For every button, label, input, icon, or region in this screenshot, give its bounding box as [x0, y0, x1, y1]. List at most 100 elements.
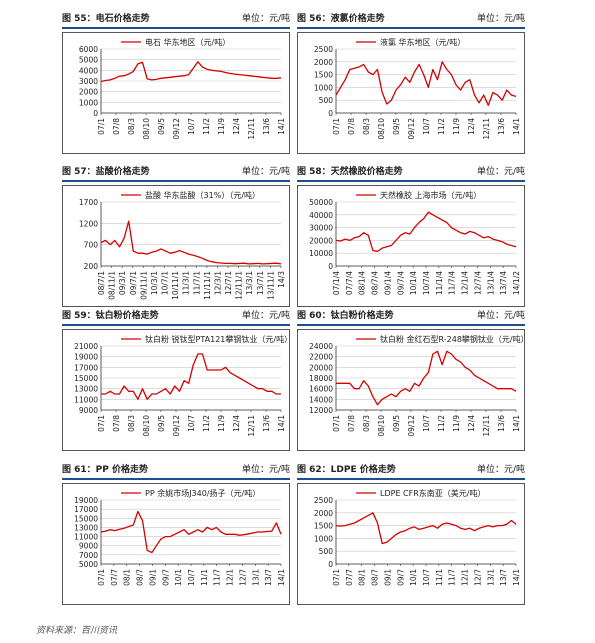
- legend: 液氯 华东地区（元/吨）: [356, 37, 465, 47]
- x-tick-label: 10/3/1: [150, 271, 159, 295]
- x-tick-label: 09/12: [172, 118, 181, 140]
- figure-header: 图 55：电石价格走势 单位：元/吨: [62, 12, 290, 29]
- x-tick-label: 12/4: [232, 118, 241, 135]
- x-tick-label: 10/7/4: [422, 271, 431, 295]
- figure-unit: 单位：元/吨: [241, 14, 290, 24]
- y-tick-label: 1000: [314, 534, 333, 543]
- line-chart: 盐酸 华东盐酸（31%）（元/吨） 200 700 1200 1700 08/7/1 08/…: [79, 190, 286, 300]
- y-tick-label: 13000: [74, 385, 98, 394]
- y-tick-label: 12000: [309, 406, 333, 415]
- y-tick-label: 11000: [74, 533, 98, 542]
- chart-frame: 钛白粉 锐钛型PTA121攀钢钛业（元/吨） 9000 11000 13000 1500…: [62, 329, 292, 451]
- x-tick-label: 09/5: [157, 118, 166, 135]
- x-tick-label: 14/1: [512, 415, 521, 432]
- x-tick-label: 13/6: [262, 118, 271, 135]
- x-tick-label: 08/1/4: [358, 271, 367, 295]
- x-tick-label: 11/3/1: [182, 271, 191, 295]
- x-tick-label: 13/1: [486, 569, 495, 586]
- x-tick-label: 11/9: [217, 118, 226, 135]
- x-tick-label: 11/9: [452, 118, 461, 135]
- x-tick-label: 08/3: [362, 415, 371, 432]
- x-tick-label: 13/3/1: [245, 271, 254, 295]
- x-tick-label: 07/8: [112, 415, 121, 432]
- x-tick-label: 11/7/4: [448, 271, 457, 295]
- y-tick-label: 10000: [309, 249, 333, 258]
- figure-title: 图 60：钛白粉价格走势: [297, 311, 394, 321]
- line-chart: LDPE CFR东南亚（美元/吨） 0 500 1000 1500 2000 2500 07/…: [314, 488, 521, 586]
- line-chart: PP 余姚市场J340/扬子（元/吨） 500070009000110001300…: [74, 488, 286, 586]
- x-tick-label: 14/3: [277, 271, 286, 288]
- x-tick-label: 10/1/4: [409, 271, 418, 295]
- y-tick-label: 21000: [74, 342, 98, 351]
- x-tick-label: 07/1: [332, 118, 341, 135]
- x-tick-label: 10/7/1: [161, 271, 170, 295]
- x-tick-label: 12/1/4: [461, 271, 470, 295]
- legend-label: 电石 华东地区（元/吨）: [145, 37, 230, 47]
- x-tick-label: 07/8: [112, 118, 121, 135]
- x-tick-label: 08/7/1: [97, 271, 106, 295]
- x-tick-label: 12/3/1: [213, 271, 222, 295]
- chart-frame: 天然橡胶 上海市场（元/吨） 0 10000 20000 30000 40000 50000…: [297, 185, 525, 307]
- series-line: [336, 350, 517, 406]
- x-tick-label: 11/1: [435, 569, 444, 586]
- figure-title: 图 62：LDPE 价格走势: [297, 465, 396, 475]
- x-tick-label: 09/1: [148, 569, 157, 586]
- figure-title: 图 56：液氯价格走势: [297, 14, 385, 24]
- y-tick-label: 20000: [309, 363, 333, 372]
- x-tick-label: 08/7/4: [371, 271, 380, 295]
- x-tick-label: 07/1: [332, 569, 341, 586]
- x-tick-label: 14/1/2: [512, 271, 521, 295]
- x-tick-label: 09/11/1: [139, 271, 148, 300]
- series-line: [335, 61, 517, 106]
- figure-title: 图 57：盐酸价格走势: [62, 167, 150, 177]
- x-tick-label: 12/11: [247, 415, 256, 437]
- y-tick-label: 5000: [79, 56, 98, 65]
- y-tick-label: 30000: [309, 224, 333, 233]
- x-tick-label: 14/1: [277, 118, 286, 135]
- x-tick-label: 10/7: [187, 415, 196, 432]
- legend-label: 液氯 华东地区（元/吨）: [380, 37, 465, 47]
- x-tick-label: 09/3/1: [118, 271, 127, 295]
- x-tick-label: 11/2: [202, 415, 211, 432]
- x-tick-label: 13/1: [251, 569, 260, 586]
- y-tick-label: 7000: [79, 551, 98, 560]
- x-tick-label: 07/8: [347, 118, 356, 135]
- y-tick-label: 0: [93, 109, 98, 118]
- x-tick-label: 12/7/1: [224, 271, 233, 295]
- chart-frame: LDPE CFR东南亚（美元/吨） 0 500 1000 1500 2000 2500 07/…: [297, 483, 525, 605]
- x-tick-label: 12/4: [467, 415, 476, 432]
- x-tick-label: 10/7: [422, 118, 431, 135]
- x-tick-label: 10/7: [187, 118, 196, 135]
- x-tick-label: 07/7: [345, 569, 354, 586]
- x-tick-label: 13/7/4: [499, 271, 508, 295]
- series-line: [101, 353, 281, 400]
- source-footer: 资料来源：百川资讯: [36, 626, 118, 636]
- legend: PP 余姚市场J340/扬子（元/吨）: [121, 488, 260, 498]
- x-tick-label: 09/7/1: [129, 271, 138, 295]
- x-tick-label: 09/5: [392, 118, 401, 135]
- x-tick-label: 11/1/4: [435, 271, 444, 295]
- x-tick-label: 12/1: [461, 569, 470, 586]
- figure-header: 图 58：天然橡胶价格走势 单位：元/吨: [297, 165, 525, 182]
- y-tick-label: 0: [328, 560, 333, 569]
- x-tick-label: 12/11: [482, 118, 491, 140]
- figure-header: 图 56：液氯价格走势 单位：元/吨: [297, 12, 525, 29]
- x-tick-label: 14/1: [277, 415, 286, 432]
- y-tick-label: 200: [84, 262, 99, 271]
- x-tick-label: 11/1: [200, 569, 209, 586]
- chart-frame: 钛白粉 金红石型R-248攀钢钛业（元/吨） 12000 14000 16000 180…: [297, 329, 529, 451]
- x-tick-label: 13/6: [497, 118, 506, 135]
- chart-frame: PP 余姚市场J340/扬子（元/吨） 5000 7000 9000 11000 1300…: [62, 483, 290, 605]
- x-tick-label: 09/5: [157, 415, 166, 432]
- figure-title: 图 59：钛白粉价格走势: [62, 311, 159, 321]
- figure-unit: 单位：元/吨: [476, 167, 525, 177]
- y-tick-label: 1700: [79, 198, 98, 207]
- y-tick-label: 17000: [74, 363, 98, 372]
- figure-unit: 单位：元/吨: [476, 465, 525, 475]
- series-line: [335, 512, 517, 545]
- x-tick-label: 12/7/4: [473, 271, 482, 295]
- x-tick-label: 08/3: [127, 415, 136, 432]
- y-tick-label: 4000: [79, 66, 98, 75]
- x-tick-label: 08/7: [371, 569, 380, 586]
- legend: 天然橡胶 上海市场（元/吨）: [356, 190, 481, 200]
